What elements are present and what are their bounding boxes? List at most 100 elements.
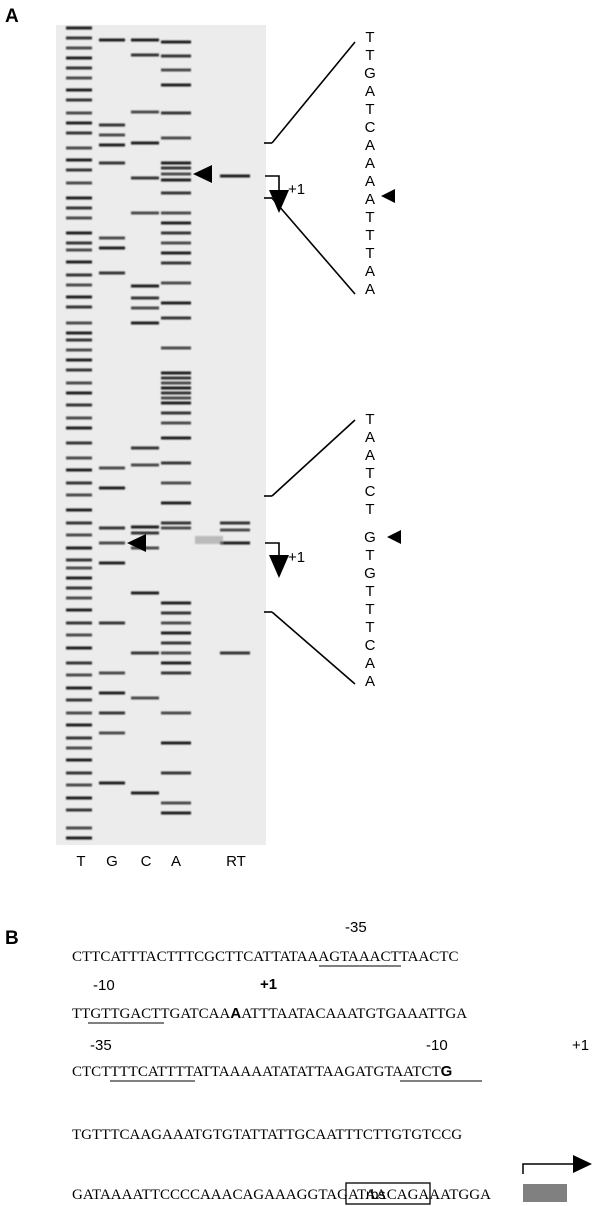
gel-band-t [66, 403, 92, 407]
gel-band-t [66, 305, 92, 309]
upper-base: T [365, 101, 374, 118]
gel-smear [195, 536, 223, 544]
gel-band-c [131, 141, 159, 145]
lane-label-g: G [106, 853, 118, 870]
gel-band-t [66, 723, 92, 727]
gel-band-c [131, 591, 159, 595]
gel-band-t [66, 711, 92, 715]
gel-band-a [161, 396, 191, 400]
upper-bracket [264, 41, 356, 295]
gel-band-c [131, 525, 159, 529]
lower-seq-marker-icon [387, 530, 401, 544]
translation-arrow-line [522, 1163, 575, 1174]
plus1-label-line3: +1 [572, 1037, 589, 1054]
gel-band-t [66, 348, 92, 352]
gel-band-a [161, 166, 191, 170]
tss-label-upper: +1 [288, 181, 305, 198]
gel-band-g [99, 621, 125, 625]
gel-band-t [66, 686, 92, 690]
plus1-label-line2: +1 [260, 976, 277, 993]
gel-band-t [66, 241, 92, 245]
gel-band-t [66, 381, 92, 385]
seq-line-5: GATAAAATTCCCCAAACAGAAAGGTAGATAACAGAAATGG… [72, 1187, 491, 1203]
gel-band-g [99, 133, 125, 137]
gel-band-c [131, 211, 159, 215]
gel-band-a [161, 83, 191, 87]
gel-band-c [131, 284, 159, 288]
upper-base: C [365, 119, 376, 136]
gel-band-a [161, 811, 191, 815]
upper-base: A [365, 281, 375, 298]
tss-label-lower: +1 [288, 549, 305, 566]
gel-band-t [66, 546, 92, 550]
gel-band-a [161, 401, 191, 405]
gel-band-g [99, 541, 125, 545]
gel-band-a [161, 211, 191, 215]
gel-band-t [66, 441, 92, 445]
gel-band-t [66, 46, 92, 50]
gel-band-t [66, 533, 92, 537]
gel-band-t [66, 426, 92, 430]
gel-band-g [99, 466, 125, 470]
panel-b-label: B [5, 928, 19, 949]
gel-band-t [66, 231, 92, 235]
upper-base: T [365, 227, 374, 244]
gel-band-g [99, 486, 125, 490]
gel-band-c [131, 306, 159, 310]
gel-band-t [66, 468, 92, 472]
lower-sequence: T A A T C T G T G T T T C A A [364, 411, 376, 690]
gel-band-c [131, 176, 159, 180]
gel-band-a [161, 481, 191, 485]
seq-line-4: TGTTTCAAGAAATGTGTATTATTGCAATTTCTTGTGTCCG [72, 1127, 462, 1143]
upper-base: T [365, 29, 374, 46]
gel-band-t [66, 76, 92, 80]
lane-label-a: A [171, 853, 181, 870]
gel-band-t [66, 633, 92, 637]
rbs-label: rbs [366, 1186, 386, 1202]
gel-band-t [66, 248, 92, 252]
lower-base: A [365, 655, 375, 672]
gel-band-t [66, 368, 92, 372]
gel-band-g [99, 526, 125, 530]
upper-base: A [365, 173, 375, 190]
gel-band-a [161, 641, 191, 645]
gel-band-a [161, 741, 191, 745]
gel-band-t [66, 481, 92, 485]
gel-band-rt [220, 528, 250, 532]
lane-label-c: C [141, 853, 152, 870]
gel-band-c [131, 110, 159, 114]
gel-band-t [66, 521, 92, 525]
gel-band-a [161, 631, 191, 635]
gel-band-rt [220, 521, 250, 525]
arrowhead-upper-icon [193, 165, 212, 183]
gel-band-t [66, 661, 92, 665]
upper-base: G [364, 65, 376, 82]
gel-band-a [161, 651, 191, 655]
gel-band-c [131, 651, 159, 655]
gel-band-a [161, 521, 191, 525]
gel-band-t [66, 66, 92, 70]
gel-band-g [99, 123, 125, 127]
gel-band-t [66, 783, 92, 787]
gel-band-a [161, 771, 191, 775]
upper-seq-marker-icon [381, 189, 395, 203]
upper-base: T [365, 47, 374, 64]
gel-band-a [161, 316, 191, 320]
upper-base: T [365, 245, 374, 262]
lower-base: T [365, 583, 374, 600]
gel-band-t [66, 131, 92, 135]
gel-band-t [66, 146, 92, 150]
gel-band-c [131, 531, 159, 535]
lower-base: A [365, 429, 375, 446]
gel-band-t [66, 558, 92, 562]
tss-arrow-lower-icon [269, 555, 289, 578]
gel-band-t [66, 758, 92, 762]
gel-band-t [66, 796, 92, 800]
gel-band-a [161, 301, 191, 305]
gel-band-t [66, 358, 92, 362]
gel-band-a [161, 801, 191, 805]
gel-band-c [131, 38, 159, 42]
gel-band-a [161, 386, 191, 390]
gel-band-a [161, 172, 191, 176]
